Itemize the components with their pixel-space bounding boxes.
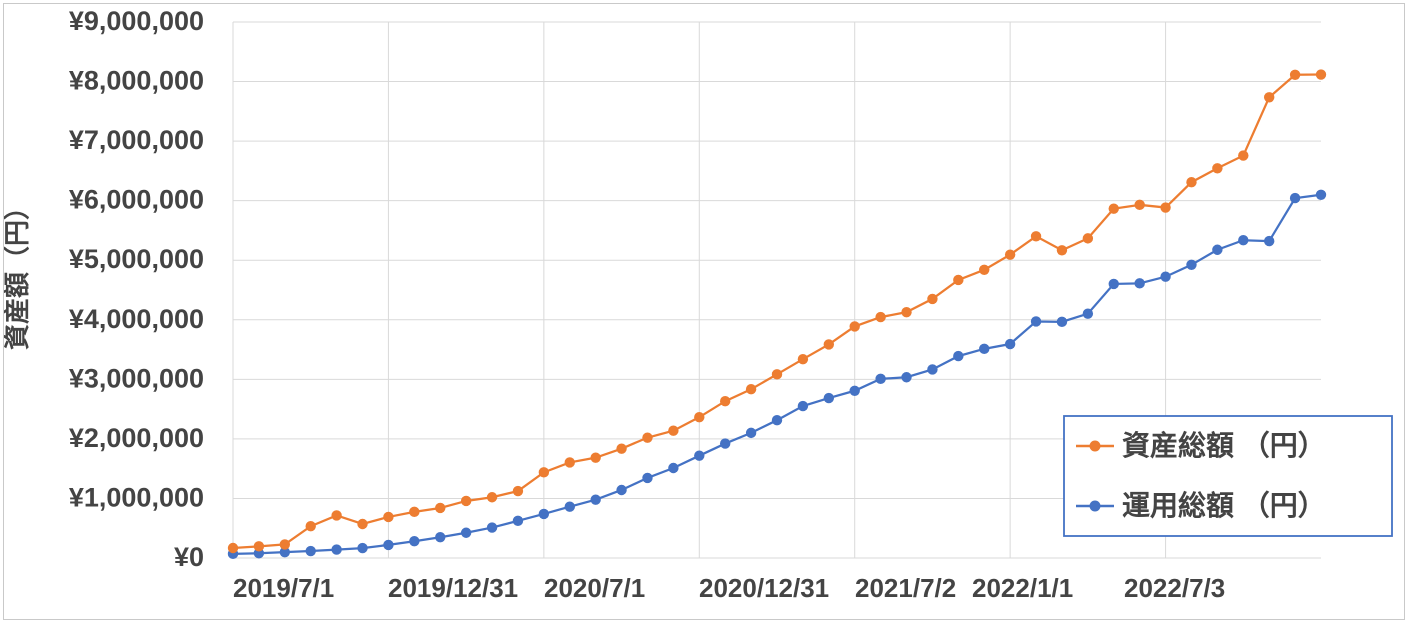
svg-text:¥0: ¥0 xyxy=(174,542,204,572)
svg-text:¥9,000,000: ¥9,000,000 xyxy=(69,6,204,36)
svg-text:¥4,000,000: ¥4,000,000 xyxy=(69,304,204,334)
svg-text:2020/7/1: 2020/7/1 xyxy=(544,573,645,603)
svg-text:2022/1/1: 2022/1/1 xyxy=(972,573,1073,603)
svg-text:¥1,000,000: ¥1,000,000 xyxy=(69,482,204,512)
svg-text:2022/7/3: 2022/7/3 xyxy=(1124,573,1225,603)
svg-text:¥8,000,000: ¥8,000,000 xyxy=(69,66,204,96)
svg-text:¥3,000,000: ¥3,000,000 xyxy=(69,363,204,393)
svg-text:2019/12/31: 2019/12/31 xyxy=(388,573,518,603)
svg-text:2020/12/31: 2020/12/31 xyxy=(699,573,829,603)
svg-text:運用総額 （円）: 運用総額 （円） xyxy=(1122,489,1326,521)
svg-text:¥6,000,000: ¥6,000,000 xyxy=(69,185,204,215)
svg-text:資産額（円）: 資産額（円） xyxy=(4,194,32,350)
svg-text:2019/7/1: 2019/7/1 xyxy=(233,573,334,603)
svg-text:資産総額 （円）: 資産総額 （円） xyxy=(1122,429,1326,461)
svg-text:¥2,000,000: ¥2,000,000 xyxy=(69,423,204,453)
svg-text:2021/7/2: 2021/7/2 xyxy=(855,573,956,603)
svg-text:¥5,000,000: ¥5,000,000 xyxy=(69,244,204,274)
svg-text:¥7,000,000: ¥7,000,000 xyxy=(69,125,204,155)
